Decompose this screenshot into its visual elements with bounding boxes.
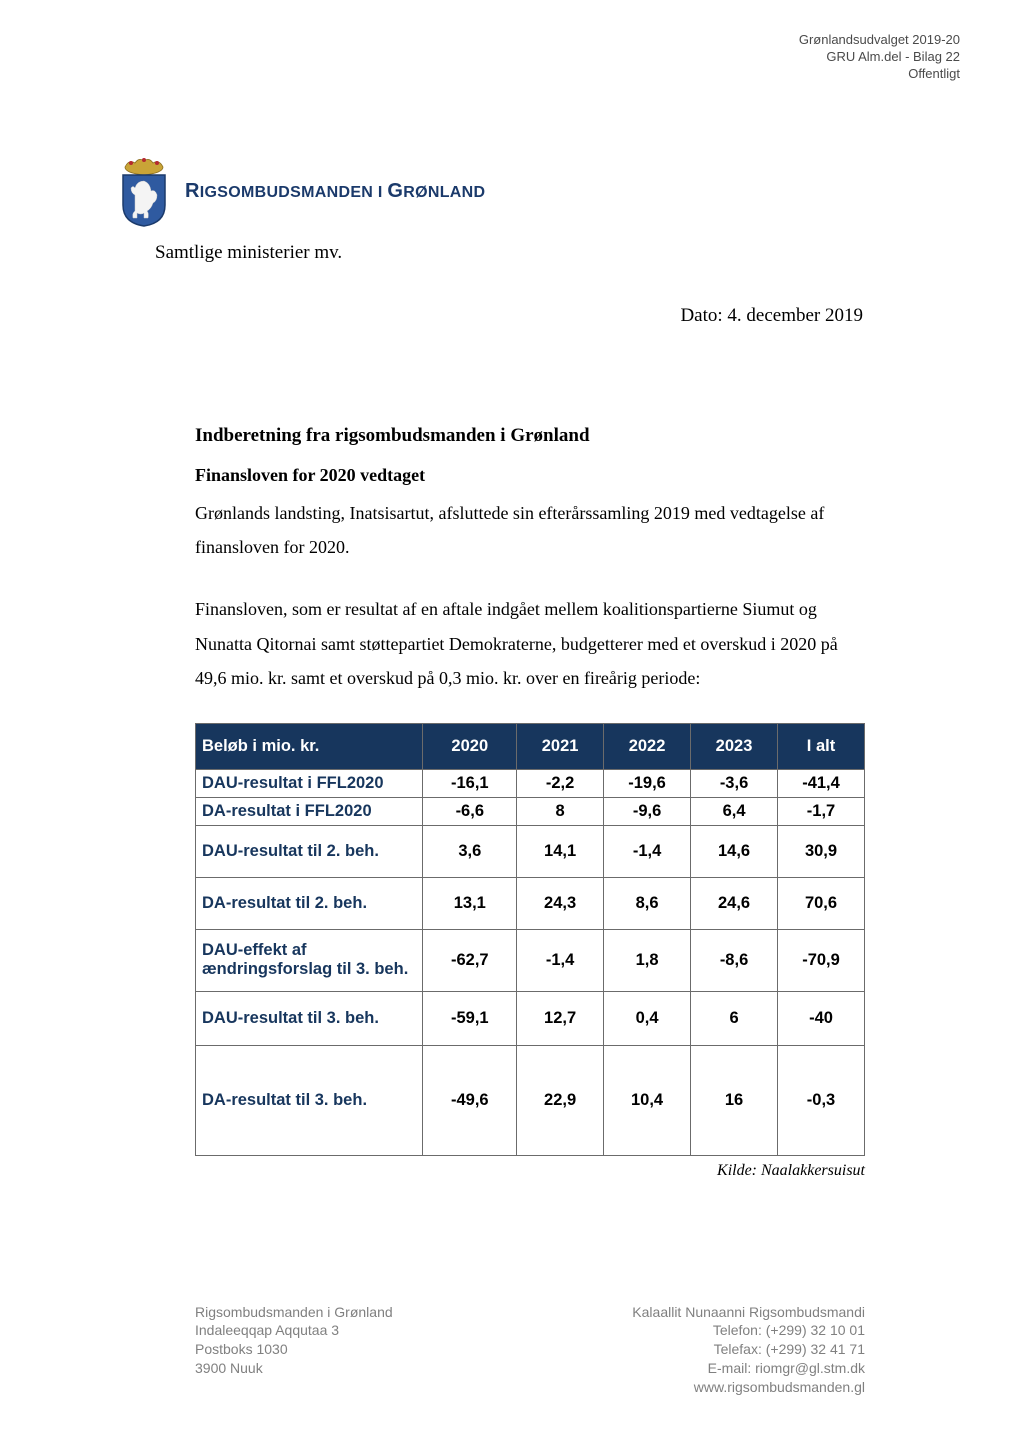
cell-value: 24,6	[691, 877, 778, 929]
cell-value: 8	[517, 797, 604, 825]
table-col-2023: 2023	[691, 723, 778, 769]
finance-table: Beløb i mio. kr.2020202120222023I alt DA…	[195, 723, 865, 1156]
table-row: DA-resultat i FFL2020-6,68-9,66,4-1,7	[196, 797, 865, 825]
table-col-2020: 2020	[423, 723, 517, 769]
cell-value: -19,6	[604, 769, 691, 797]
subheading: Finansloven for 2020 vedtaget	[195, 465, 865, 486]
paragraph-1: Grønlands landsting, Inatsisartut, afslu…	[195, 496, 865, 564]
organization-title: RIGSOMBUDSMANDEN I GRØNLAND	[185, 180, 485, 203]
footer-city: 3900 Nuuk	[195, 1359, 393, 1378]
row-label: DAU-resultat til 3. beh.	[196, 991, 423, 1045]
table-row: DAU-resultat til 2. beh.3,614,1-1,414,63…	[196, 825, 865, 877]
row-label: DA-resultat til 3. beh.	[196, 1045, 423, 1155]
cell-value: -3,6	[691, 769, 778, 797]
cell-value: -2,2	[517, 769, 604, 797]
row-label: DA-resultat i FFL2020	[196, 797, 423, 825]
footer-right: Kalaallit Nunaanni Rigsombudsmandi Telef…	[632, 1303, 865, 1397]
letterhead: RIGSOMBUDSMANDEN I GRØNLAND	[115, 155, 485, 227]
cell-value: 3,6	[423, 825, 517, 877]
row-label: DAU-resultat til 2. beh.	[196, 825, 423, 877]
footer-org: Rigsombudsmanden i Grønland	[195, 1303, 393, 1322]
row-label: DAU-effekt af ændringsforslag til 3. beh…	[196, 929, 423, 991]
cell-value: 14,1	[517, 825, 604, 877]
cell-value: 0,4	[604, 991, 691, 1045]
table-col-i-alt: I alt	[778, 723, 865, 769]
cell-value: 24,3	[517, 877, 604, 929]
meta-line-2: GRU Alm.del - Bilag 22	[799, 49, 960, 66]
cell-value: 10,4	[604, 1045, 691, 1155]
footer-email: E-mail: riomgr@gl.stm.dk	[632, 1359, 865, 1378]
cell-value: -1,4	[604, 825, 691, 877]
footer-left: Rigsombudsmanden i Grønland Indaleeqqap …	[195, 1303, 393, 1397]
cell-value: -9,6	[604, 797, 691, 825]
paragraph-2: Finansloven, som er resultat af en aftal…	[195, 592, 865, 695]
cell-value: -49,6	[423, 1045, 517, 1155]
cell-value: -16,1	[423, 769, 517, 797]
addressee-line: Samtlige ministerier mv.	[155, 242, 342, 264]
table-col-label: Beløb i mio. kr.	[196, 723, 423, 769]
footer-org-gl: Kalaallit Nunaanni Rigsombudsmandi	[632, 1303, 865, 1322]
cell-value: -0,3	[778, 1045, 865, 1155]
cell-value: 14,6	[691, 825, 778, 877]
footer-phone: Telefon: (+299) 32 10 01	[632, 1321, 865, 1340]
cell-value: -40	[778, 991, 865, 1045]
cell-value: 8,6	[604, 877, 691, 929]
document-body: Indberetning fra rigsombudsmanden i Grøn…	[195, 425, 865, 1180]
footer-street: Indaleeqqap Aqqutaa 3	[195, 1321, 393, 1340]
meta-line-1: Grønlandsudvalget 2019-20	[799, 32, 960, 49]
parliament-meta: Grønlandsudvalget 2019-20 GRU Alm.del - …	[799, 32, 960, 83]
table-row: DAU-effekt af ændringsforslag til 3. beh…	[196, 929, 865, 991]
cell-value: -1,7	[778, 797, 865, 825]
cell-value: 70,6	[778, 877, 865, 929]
cell-value: -1,4	[517, 929, 604, 991]
cell-value: -8,6	[691, 929, 778, 991]
cell-value: -70,9	[778, 929, 865, 991]
section-title: Indberetning fra rigsombudsmanden i Grøn…	[195, 425, 865, 447]
footer-web: www.rigsombudsmanden.gl	[632, 1378, 865, 1397]
cell-value: 30,9	[778, 825, 865, 877]
cell-value: 6,4	[691, 797, 778, 825]
table-row: DAU-resultat i FFL2020-16,1-2,2-19,6-3,6…	[196, 769, 865, 797]
table-source: Kilde: Naalakkersuisut	[195, 1162, 865, 1180]
letter-footer: Rigsombudsmanden i Grønland Indaleeqqap …	[195, 1303, 865, 1397]
cell-value: -62,7	[423, 929, 517, 991]
table-row: DA-resultat til 2. beh.13,124,38,624,670…	[196, 877, 865, 929]
meta-line-3: Offentligt	[799, 66, 960, 83]
table-row: DAU-resultat til 3. beh.-59,112,70,46-40	[196, 991, 865, 1045]
table-col-2022: 2022	[604, 723, 691, 769]
row-label: DA-resultat til 2. beh.	[196, 877, 423, 929]
cell-value: -41,4	[778, 769, 865, 797]
cell-value: 13,1	[423, 877, 517, 929]
cell-value: 16	[691, 1045, 778, 1155]
cell-value: -59,1	[423, 991, 517, 1045]
cell-value: 12,7	[517, 991, 604, 1045]
footer-pobox: Postboks 1030	[195, 1340, 393, 1359]
coat-of-arms-icon	[115, 155, 173, 227]
table-header-row: Beløb i mio. kr.2020202120222023I alt	[196, 723, 865, 769]
row-label: DAU-resultat i FFL2020	[196, 769, 423, 797]
table-row: DA-resultat til 3. beh.-49,622,910,416-0…	[196, 1045, 865, 1155]
cell-value: 1,8	[604, 929, 691, 991]
table-col-2021: 2021	[517, 723, 604, 769]
cell-value: -6,6	[423, 797, 517, 825]
cell-value: 6	[691, 991, 778, 1045]
footer-fax: Telefax: (+299) 32 41 71	[632, 1340, 865, 1359]
date-line: Dato: 4. december 2019	[680, 305, 863, 327]
cell-value: 22,9	[517, 1045, 604, 1155]
